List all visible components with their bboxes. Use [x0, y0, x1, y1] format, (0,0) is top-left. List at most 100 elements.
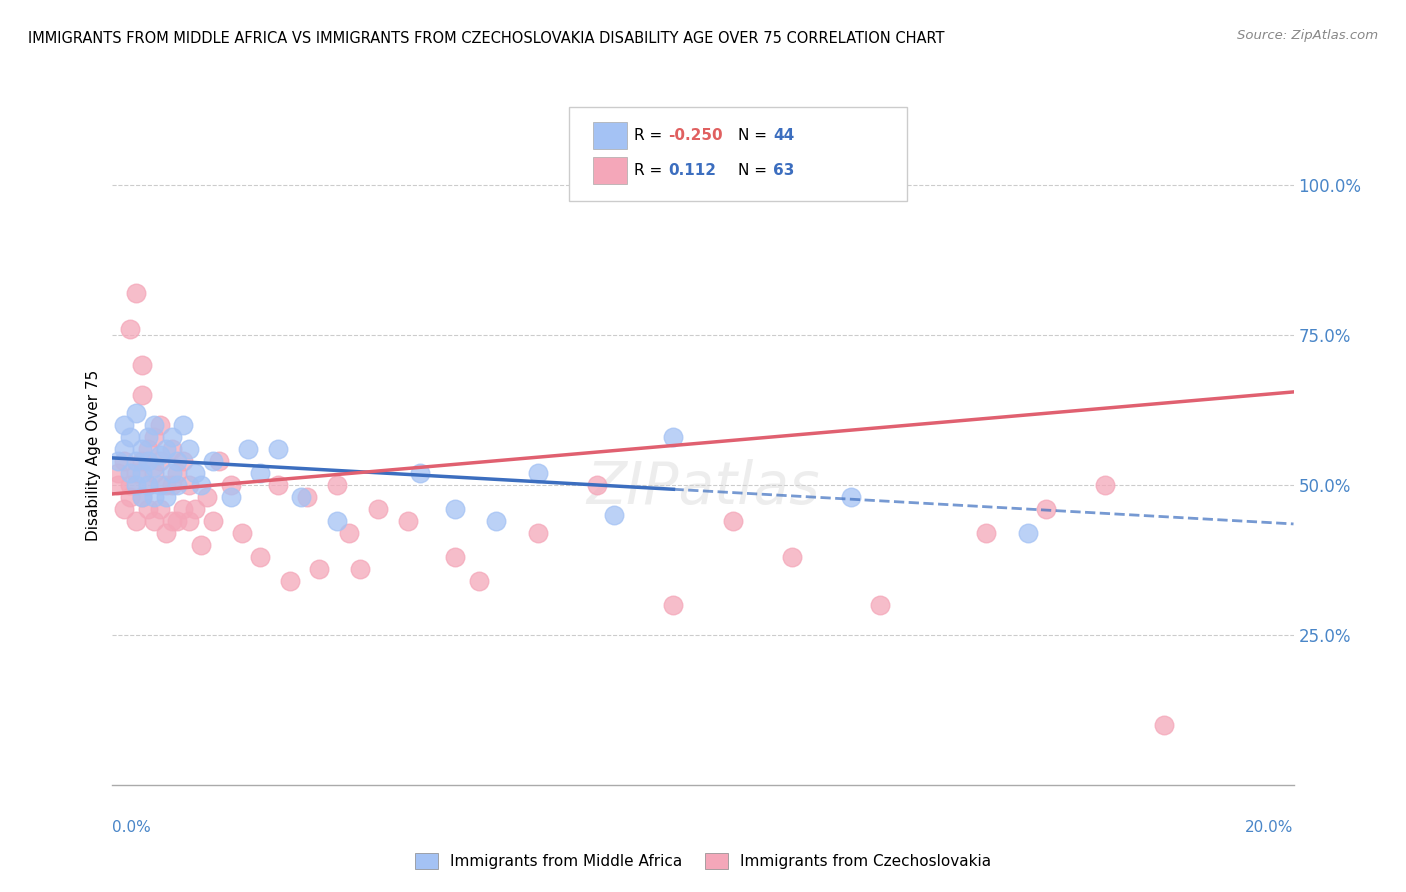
Point	[172, 502, 194, 516]
Point	[131, 490, 153, 504]
Point	[131, 466, 153, 480]
Point	[160, 442, 183, 456]
Point	[1094, 478, 1116, 492]
Text: N =: N =	[738, 163, 772, 178]
Text: 0.112: 0.112	[668, 163, 716, 178]
Point	[125, 478, 148, 492]
Point	[160, 430, 183, 444]
Point	[149, 454, 172, 468]
Text: 20.0%: 20.0%	[1246, 821, 1294, 835]
Point	[326, 514, 349, 528]
Point	[179, 514, 201, 528]
Point	[231, 525, 253, 540]
Point	[166, 466, 188, 480]
Point	[267, 442, 290, 456]
Text: N =: N =	[738, 128, 772, 143]
Point	[107, 466, 129, 480]
Point	[166, 478, 188, 492]
Point	[249, 466, 271, 480]
Point	[297, 490, 319, 504]
Point	[184, 466, 207, 480]
Point	[780, 549, 803, 564]
Point	[166, 514, 188, 528]
Point	[201, 514, 224, 528]
Point	[408, 466, 430, 480]
Point	[238, 442, 260, 456]
Point	[142, 430, 165, 444]
Point	[1153, 718, 1175, 732]
Point	[172, 454, 194, 468]
Point	[219, 490, 242, 504]
Point	[526, 466, 548, 480]
Point	[125, 406, 148, 420]
Text: Source: ZipAtlas.com: Source: ZipAtlas.com	[1237, 29, 1378, 42]
Point	[172, 417, 194, 432]
Point	[526, 525, 548, 540]
Point	[190, 538, 212, 552]
Point	[585, 478, 607, 492]
Point	[179, 478, 201, 492]
Point	[112, 442, 135, 456]
Point	[125, 466, 148, 480]
Text: IMMIGRANTS FROM MIDDLE AFRICA VS IMMIGRANTS FROM CZECHOSLOVAKIA DISABILITY AGE O: IMMIGRANTS FROM MIDDLE AFRICA VS IMMIGRA…	[28, 31, 945, 46]
Point	[142, 490, 165, 504]
Y-axis label: Disability Age Over 75: Disability Age Over 75	[86, 369, 101, 541]
Point	[142, 417, 165, 432]
Point	[195, 490, 218, 504]
Text: 0.0%: 0.0%	[112, 821, 152, 835]
Point	[136, 442, 159, 456]
Text: -0.250: -0.250	[668, 128, 723, 143]
Point	[125, 514, 148, 528]
Point	[131, 442, 153, 456]
Point	[208, 454, 231, 468]
Point	[107, 478, 129, 492]
Point	[184, 502, 207, 516]
Text: 44: 44	[773, 128, 794, 143]
Point	[149, 502, 172, 516]
Text: R =: R =	[634, 163, 668, 178]
Point	[1017, 525, 1039, 540]
Point	[155, 490, 177, 504]
Point	[142, 459, 165, 474]
Point	[839, 490, 862, 504]
Point	[131, 388, 153, 402]
Point	[136, 502, 159, 516]
Point	[485, 514, 508, 528]
Point	[107, 454, 129, 468]
Point	[869, 598, 891, 612]
Point	[120, 322, 142, 336]
Point	[1035, 502, 1057, 516]
Point	[603, 508, 626, 522]
Point	[179, 442, 201, 456]
Point	[155, 442, 177, 456]
Point	[190, 478, 212, 492]
Point	[149, 417, 172, 432]
Point	[160, 478, 183, 492]
Legend: Immigrants from Middle Africa, Immigrants from Czechoslovakia: Immigrants from Middle Africa, Immigrant…	[409, 847, 997, 875]
Point	[396, 514, 419, 528]
Point	[112, 502, 135, 516]
Point	[219, 478, 242, 492]
Point	[136, 430, 159, 444]
Point	[326, 478, 349, 492]
Text: ZIPatlas: ZIPatlas	[586, 459, 820, 516]
Point	[112, 417, 135, 432]
Point	[662, 430, 685, 444]
Point	[136, 454, 159, 468]
Point	[976, 525, 998, 540]
Point	[367, 502, 389, 516]
Point	[349, 562, 371, 576]
Point	[337, 525, 360, 540]
Point	[155, 478, 177, 492]
Point	[136, 478, 159, 492]
Text: R =: R =	[634, 128, 668, 143]
Text: 63: 63	[773, 163, 794, 178]
Point	[201, 454, 224, 468]
Point	[112, 454, 135, 468]
Point	[721, 514, 744, 528]
Point	[120, 466, 142, 480]
Point	[120, 430, 142, 444]
Point	[267, 478, 290, 492]
Point	[155, 525, 177, 540]
Point	[149, 448, 172, 462]
